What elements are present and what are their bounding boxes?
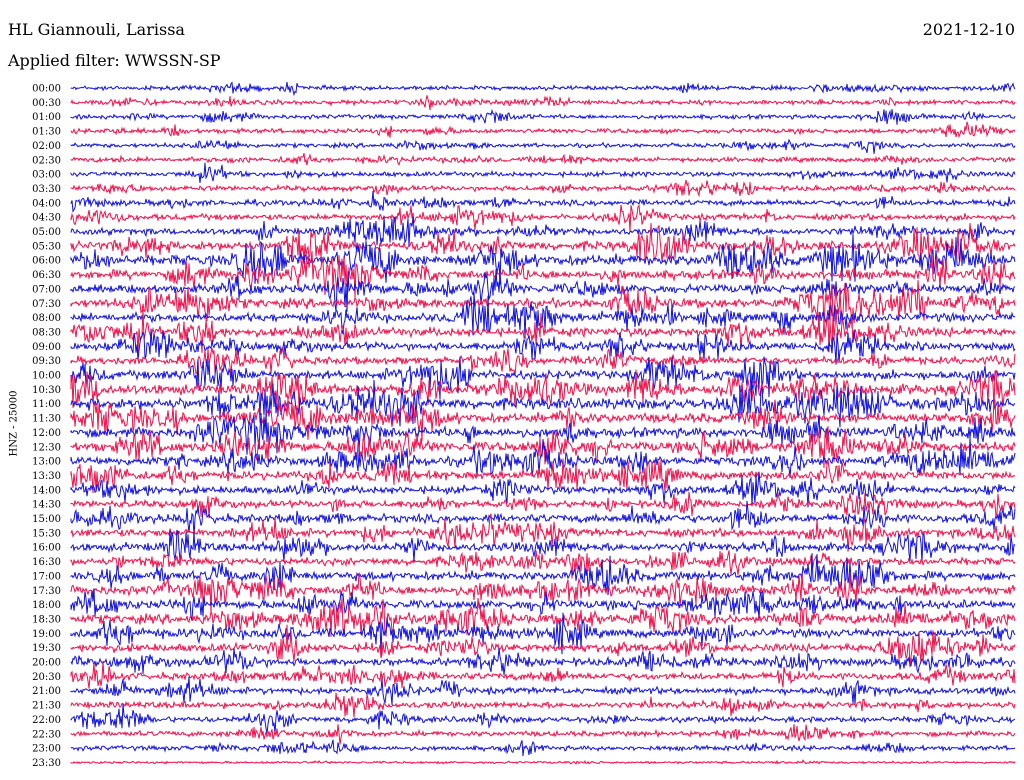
trace-line [70,356,1016,400]
trace-line [70,759,1016,765]
trace-line [70,328,1016,365]
time-label: 00:30 [32,98,61,109]
trace-line [70,309,1016,354]
trace-line [70,95,1016,111]
trace-line [70,162,1016,183]
time-label: 21:30 [32,701,61,712]
time-label: 14:30 [32,500,61,511]
time-label: 02:30 [32,155,61,166]
time-label: 16:00 [32,543,61,554]
time-label: 11:30 [32,414,61,425]
trace-line [70,346,1016,377]
time-label: 06:00 [32,256,61,267]
time-label: 12:00 [32,428,61,439]
trace-line [70,412,1016,455]
time-label: 15:00 [32,514,61,525]
trace-line [70,138,1016,154]
filter-label: Applied filter: WWSSN-SP [8,51,221,70]
trace-line [70,223,1016,268]
time-label: 08:30 [32,327,61,338]
time-label: 04:00 [32,198,61,209]
trace-line [70,597,1016,638]
time-label: 23:30 [32,758,61,769]
time-label: 18:00 [32,600,61,611]
trace-line [70,152,1016,166]
trace-line [70,234,1016,285]
time-label: 04:30 [32,213,61,224]
time-label: 15:30 [32,528,61,539]
trace-line [70,529,1016,563]
trace-line [70,292,1016,340]
time-label: 06:30 [32,270,61,281]
trace-line [70,739,1016,757]
time-label: 20:30 [32,672,61,683]
trace-line [70,269,1016,312]
time-label: 19:00 [32,629,61,640]
time-label: 17:00 [32,571,61,582]
trace-line [70,179,1016,198]
trace-line [70,437,1016,478]
trace-line [70,491,1016,519]
time-label: 17:30 [32,586,61,597]
date-label: 2021-12-10 [922,20,1015,39]
time-label: 10:30 [32,385,61,396]
time-label: 16:30 [32,557,61,568]
time-label: 18:30 [32,614,61,625]
trace-line [70,588,1016,621]
trace-line [70,108,1016,125]
time-label: 22:30 [32,729,61,740]
trace-line [70,647,1016,676]
time-label: 01:00 [32,112,61,123]
trace-line [70,513,1016,552]
trace-line [70,471,1016,508]
time-label: 12:30 [32,442,61,453]
station-title: HL Giannouli, Larissa [8,20,185,39]
trace-line [70,572,1016,614]
time-label: 14:00 [32,485,61,496]
time-label: 02:00 [32,141,61,152]
time-label: 08:00 [32,313,61,324]
time-label: 07:00 [32,284,61,295]
time-label: 05:30 [32,241,61,252]
time-label: 03:30 [32,184,61,195]
trace-line [70,369,1016,410]
trace-line [70,458,1016,494]
time-label: 23:00 [32,744,61,755]
trace-line [70,676,1016,705]
trace-line [70,500,1016,539]
trace-line [70,660,1016,689]
trace-line [70,724,1016,745]
time-label: 00:00 [32,84,61,95]
trace-line [70,703,1016,734]
time-label: 10:00 [32,371,61,382]
time-label: 01:30 [32,127,61,138]
trace-line [70,397,1016,441]
trace-line [70,204,1016,233]
trace-line [70,81,1016,97]
time-label: 13:30 [32,471,61,482]
time-label: 19:30 [32,643,61,654]
time-label: 21:00 [32,686,61,697]
time-label: 09:00 [32,342,61,353]
time-label: 20:00 [32,658,61,669]
trace-line [70,121,1016,139]
time-label: 09:30 [32,356,61,367]
time-label: 13:00 [32,457,61,468]
time-label: 22:00 [32,715,61,726]
trace-line [70,379,1016,428]
trace-line [70,190,1016,213]
trace-line [70,250,1016,298]
trace-line [70,280,1016,329]
time-label: 03:00 [32,170,61,181]
trace-line [70,216,1016,248]
time-label: 07:30 [32,299,61,310]
trace-line [70,550,1016,579]
time-label: 05:00 [32,227,61,238]
trace-line [70,612,1016,657]
trace-line [70,624,1016,668]
time-label: 11:00 [32,399,61,410]
trace-line [70,692,1016,718]
